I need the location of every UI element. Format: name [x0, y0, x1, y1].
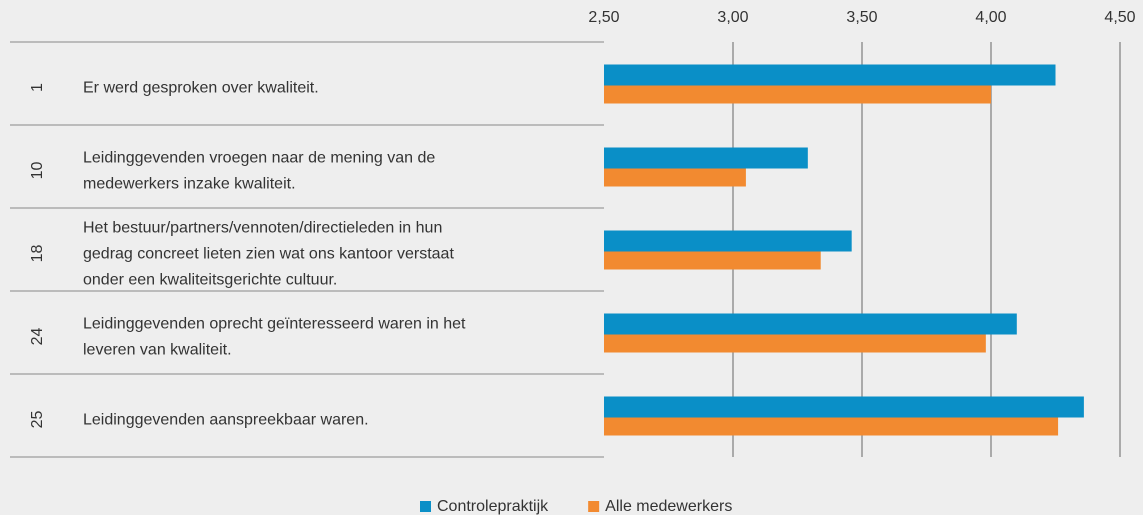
row-label: gedrag concreet lieten zien wat ons kant… [83, 246, 454, 263]
x-tick-label: 3,50 [846, 9, 877, 26]
bar [604, 313, 1017, 335]
legend-label: Alle medewerkers [605, 498, 732, 515]
legend-label: Controlepraktijk [437, 498, 549, 515]
x-tick-label: 2,50 [588, 9, 619, 26]
bar [604, 64, 1056, 86]
bar [604, 251, 821, 270]
row-number: 24 [29, 328, 46, 346]
row-label: leveren van kwaliteit. [83, 342, 232, 359]
x-tick-label: 4,50 [1104, 9, 1135, 26]
bar [604, 147, 808, 169]
row-label: Het bestuur/partners/vennoten/directiele… [83, 220, 442, 237]
row-number: 10 [29, 162, 46, 180]
row-label: medewerkers inzake kwaliteit. [83, 176, 296, 193]
bar [604, 396, 1084, 418]
x-tick-label: 3,00 [717, 9, 748, 26]
legend-swatch [420, 501, 431, 512]
bar [604, 168, 746, 187]
bar [604, 85, 991, 104]
row-label: Leidinggevenden vroegen naar de mening v… [83, 150, 435, 167]
row-label: onder een kwaliteitsgerichte cultuur. [83, 272, 337, 289]
row-number: 1 [29, 83, 46, 92]
bar [604, 334, 986, 353]
bar [604, 417, 1059, 436]
legend-swatch [588, 501, 600, 512]
row-number: 25 [29, 411, 46, 429]
bar [604, 230, 852, 252]
row-label: Leidinggevenden aanspreekbaar waren. [83, 412, 369, 429]
row-label: Er werd gesproken over kwaliteit. [83, 80, 319, 97]
x-tick-label: 4,00 [975, 9, 1006, 26]
row-label: Leidinggevenden oprecht geïnteresseerd w… [83, 316, 466, 333]
row-number: 18 [29, 245, 46, 263]
